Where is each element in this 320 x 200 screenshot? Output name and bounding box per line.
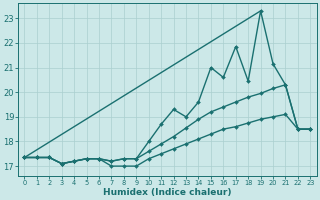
X-axis label: Humidex (Indice chaleur): Humidex (Indice chaleur) — [103, 188, 232, 197]
